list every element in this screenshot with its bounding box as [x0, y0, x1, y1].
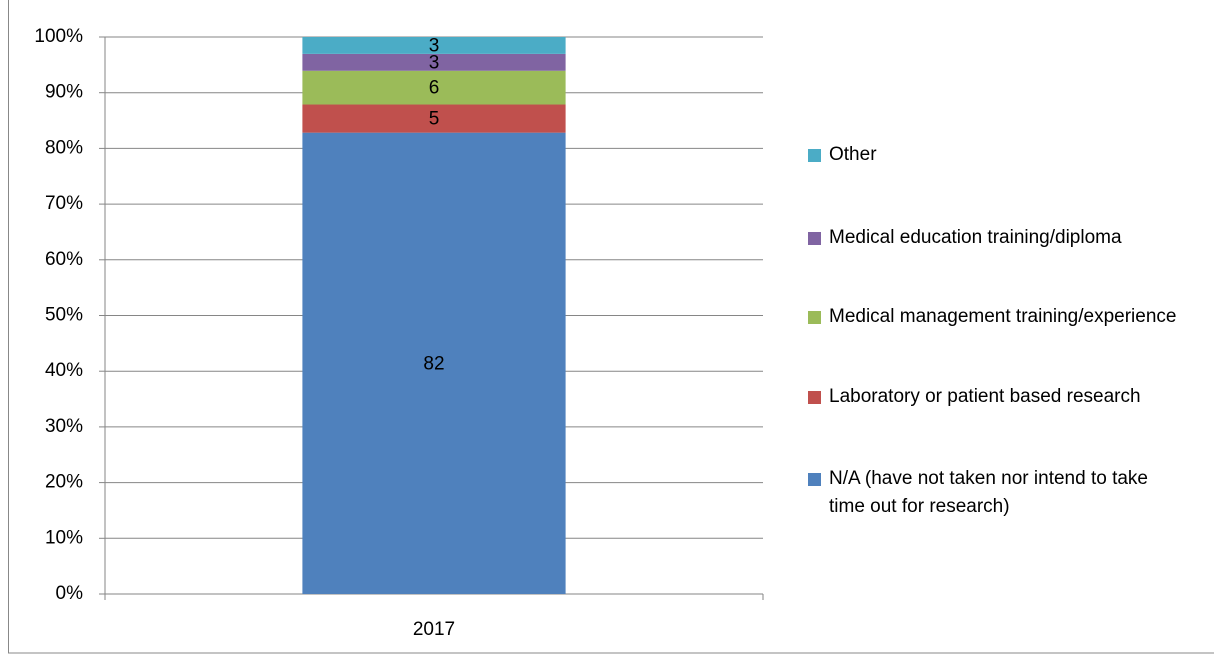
- y-tick-label: 30%: [45, 416, 83, 437]
- legend-swatch: [808, 473, 821, 486]
- y-tick-label: 100%: [34, 26, 83, 47]
- data-label: 3: [429, 35, 440, 56]
- bar-segment: [302, 104, 566, 133]
- legend-swatch: [808, 149, 821, 162]
- data-label: 5: [429, 109, 440, 130]
- y-tick-label: 10%: [45, 527, 83, 548]
- legend-label: Medical management training/experience: [829, 306, 1177, 327]
- legend-entry: Medical management training/experience: [808, 303, 1189, 331]
- chart-border: [8, 0, 1214, 654]
- y-tick-label: 40%: [45, 360, 83, 381]
- data-label: 6: [429, 78, 440, 99]
- y-tick-label: 80%: [45, 137, 83, 158]
- x-tick-label: 2017: [413, 619, 455, 640]
- legend-swatch: [808, 311, 821, 324]
- y-tick-label: 90%: [45, 82, 83, 103]
- bar-segment: [302, 132, 566, 594]
- legend-entry: N/A (have not taken nor intend to take t…: [808, 465, 1189, 521]
- legend-label: N/A (have not taken nor intend to take t…: [829, 468, 1148, 517]
- legend-label: Laboratory or patient based research: [829, 386, 1141, 407]
- legend-label: Other: [829, 144, 877, 165]
- y-tick-label: 20%: [45, 472, 83, 493]
- legend-label: Medical education training/diploma: [829, 227, 1122, 248]
- bar-segment: [302, 70, 566, 105]
- y-tick-label: 0%: [56, 583, 84, 604]
- data-label: 3: [429, 52, 440, 73]
- y-tick-label: 70%: [45, 193, 83, 214]
- legend-swatch: [808, 391, 821, 404]
- y-tick-label: 60%: [45, 249, 83, 270]
- bar-segment: [302, 53, 566, 71]
- y-tick-label: 50%: [45, 305, 83, 326]
- legend-entry: Other: [808, 141, 1189, 169]
- legend-entry: Laboratory or patient based research: [808, 383, 1189, 411]
- data-label: 82: [423, 353, 444, 374]
- legend-swatch: [808, 232, 821, 245]
- legend-entry: Medical education training/diploma: [808, 224, 1189, 252]
- bar-segment: [302, 37, 566, 54]
